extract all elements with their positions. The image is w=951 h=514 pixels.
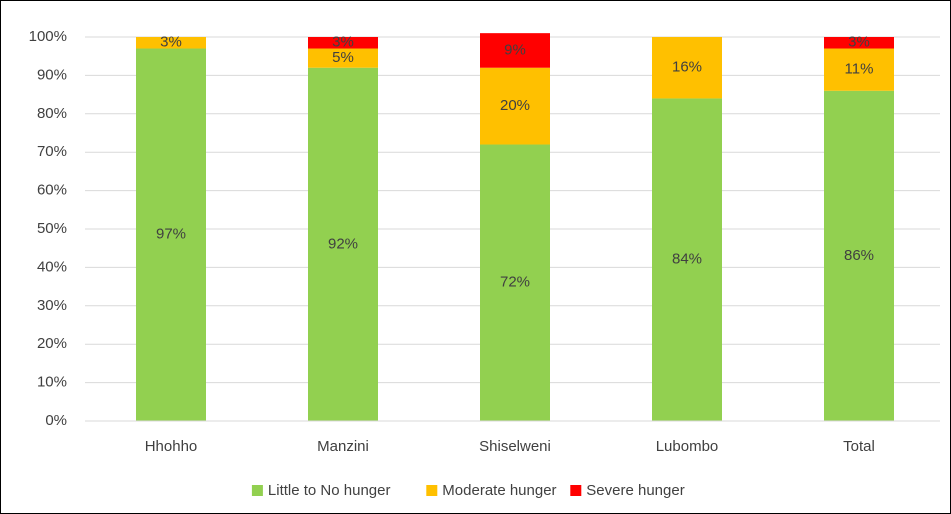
legend-label: Little to No hunger bbox=[268, 482, 391, 499]
y-tick-label: 10% bbox=[37, 374, 67, 391]
y-tick-label: 30% bbox=[37, 297, 67, 314]
legend-swatch bbox=[426, 485, 438, 496]
bar-segment bbox=[308, 37, 378, 49]
x-tick-label: Shiselweni bbox=[479, 438, 551, 455]
bar-segment bbox=[480, 67, 550, 145]
x-tick-label: Manzini bbox=[317, 438, 369, 455]
y-tick-label: 0% bbox=[45, 412, 67, 429]
bar-segment bbox=[652, 98, 722, 421]
y-tick-label: 50% bbox=[37, 220, 67, 237]
bar-segment bbox=[824, 37, 894, 49]
y-tick-label: 60% bbox=[37, 182, 67, 199]
legend-label: Severe hunger bbox=[586, 482, 684, 499]
bar-segment bbox=[308, 48, 378, 68]
data-label: 3% bbox=[160, 34, 182, 51]
data-label: 72% bbox=[500, 274, 530, 291]
bar-segment bbox=[308, 67, 378, 421]
bar-segment bbox=[136, 37, 206, 49]
y-tick-label: 100% bbox=[29, 28, 67, 45]
x-tick-label: Lubombo bbox=[656, 438, 719, 455]
y-tick-label: 90% bbox=[37, 66, 67, 83]
data-label: 20% bbox=[500, 97, 530, 114]
data-label: 86% bbox=[844, 247, 874, 264]
data-label: 5% bbox=[332, 49, 354, 66]
bar-segment bbox=[652, 37, 722, 99]
y-tick-label: 70% bbox=[37, 143, 67, 160]
data-label: 16% bbox=[672, 59, 702, 76]
bar-segment bbox=[824, 90, 894, 421]
x-tick-label: Total bbox=[843, 438, 875, 455]
y-tick-label: 40% bbox=[37, 258, 67, 275]
data-label: 84% bbox=[672, 251, 702, 268]
legend-label: Moderate hunger bbox=[442, 482, 556, 499]
bar-segment bbox=[480, 144, 550, 421]
data-label: 11% bbox=[845, 61, 874, 78]
bar-segment bbox=[824, 48, 894, 91]
data-label: 9% bbox=[504, 41, 526, 58]
x-tick-label: Hhohho bbox=[145, 438, 198, 455]
y-tick-label: 20% bbox=[37, 335, 67, 352]
legend-swatch bbox=[251, 485, 263, 496]
y-tick-label: 80% bbox=[37, 105, 67, 122]
bar-segment bbox=[136, 48, 206, 422]
data-label: 3% bbox=[332, 34, 354, 51]
data-label: 3% bbox=[848, 34, 870, 51]
data-label: 97% bbox=[156, 226, 186, 243]
legend-swatch bbox=[570, 485, 582, 496]
data-label: 92% bbox=[328, 235, 358, 252]
bar-segment bbox=[480, 33, 550, 68]
